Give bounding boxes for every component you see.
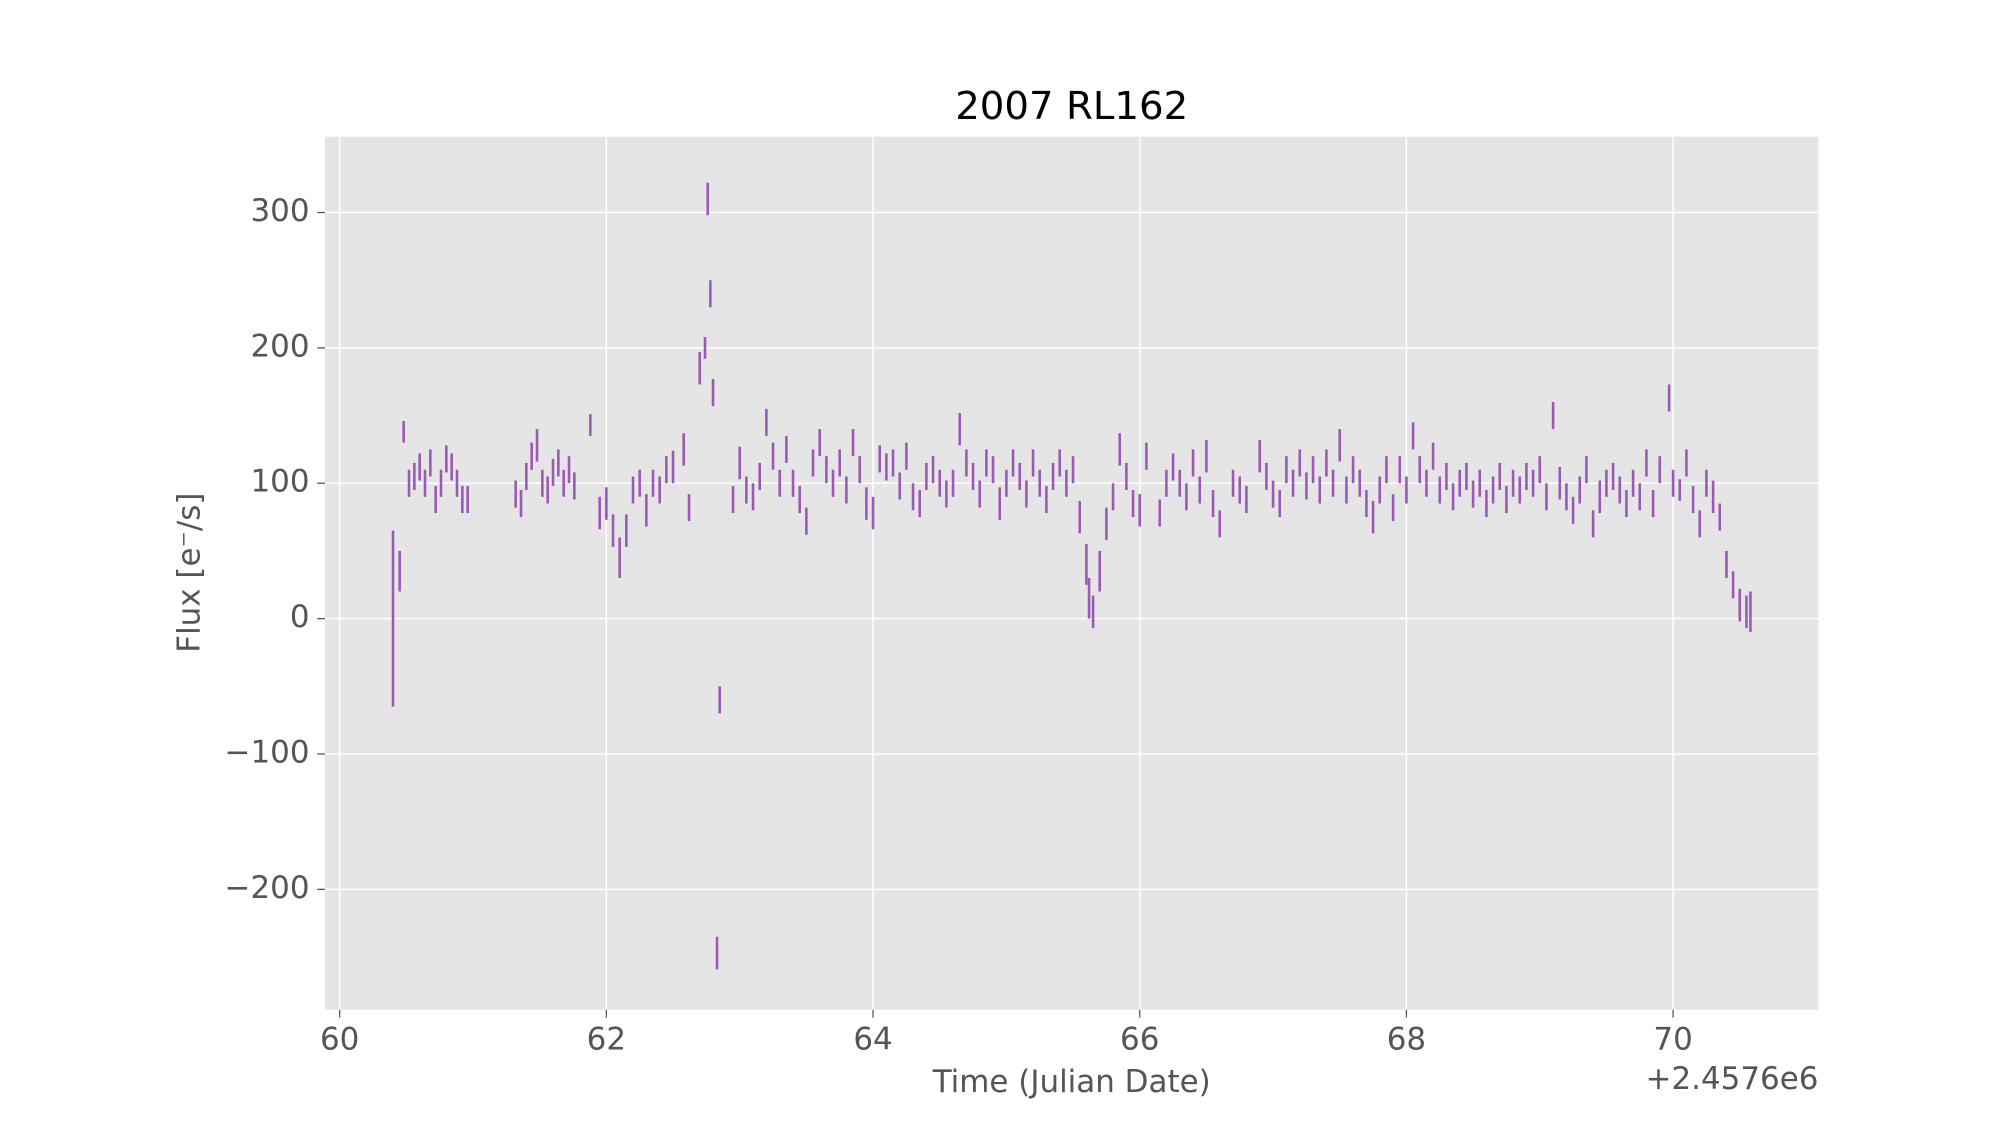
x-tick-label: 60	[320, 1021, 359, 1057]
x-tick-label: 70	[1653, 1021, 1692, 1057]
x-tick-label: 68	[1387, 1021, 1426, 1057]
y-axis-label: Flux [e⁻/s]	[171, 493, 207, 653]
plot-area	[324, 136, 1819, 1010]
y-tick-label: 300	[250, 193, 309, 229]
y-tick-label: 100	[250, 464, 309, 500]
x-tick-label: 66	[1120, 1021, 1159, 1057]
y-tick-label: −200	[225, 870, 310, 906]
y-tick-label: 0	[290, 599, 310, 635]
y-tick-label: −100	[225, 734, 310, 770]
x-tick-label: 64	[853, 1021, 892, 1057]
y-tick-label: 200	[250, 328, 309, 364]
grid	[324, 136, 1819, 1010]
x-offset-label: +2.4576e6	[1646, 1061, 1819, 1097]
marks	[391, 182, 1752, 970]
x-tick-label: 62	[587, 1021, 626, 1057]
chart-title: 2007 RL162	[955, 84, 1188, 129]
x-axis-label: Time (Julian Date)	[932, 1064, 1211, 1100]
